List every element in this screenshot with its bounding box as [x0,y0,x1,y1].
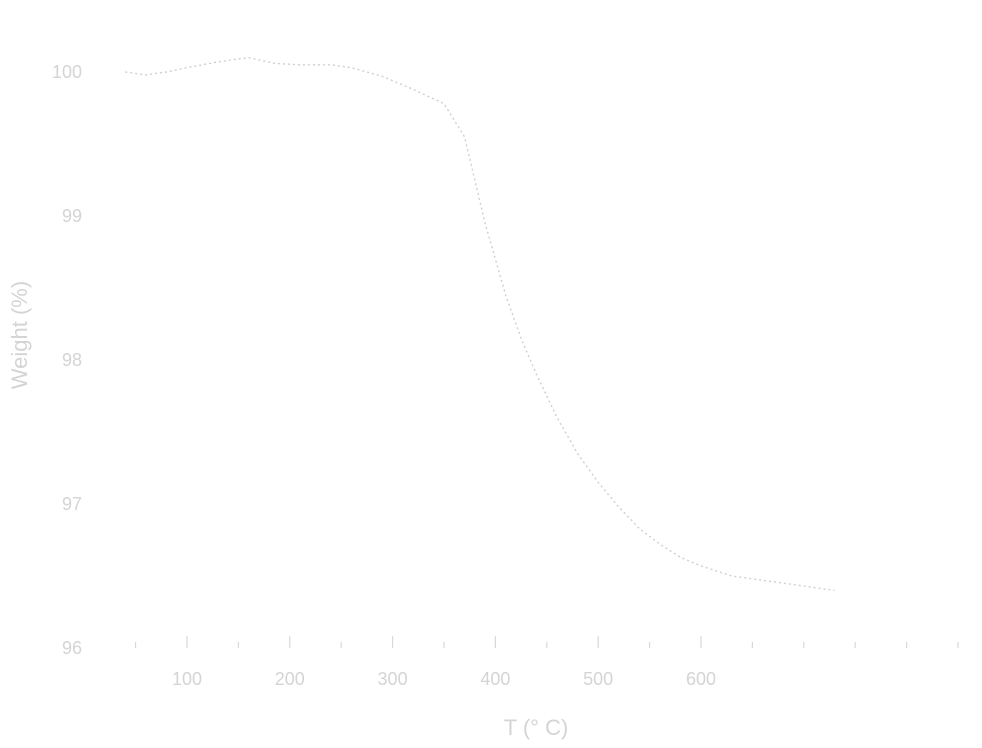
x-tick-label: 600 [686,669,716,689]
x-tick-label: 400 [480,669,510,689]
y-tick-label: 99 [62,206,82,226]
x-tick-label: 200 [275,669,305,689]
x-tick-label: 500 [583,669,613,689]
y-axis-ticks: 96 97 98 99 100 [52,62,82,658]
x-axis-minor-ticks [134,642,959,648]
x-axis-ticks: 100 200 300 400 500 600 [172,636,716,689]
y-tick-label: 98 [62,350,82,370]
x-tick-label: 100 [172,669,202,689]
x-tick-label: 300 [378,669,408,689]
weight-curve [125,56,835,592]
y-tick-label: 96 [62,638,82,658]
y-tick-label: 97 [62,494,82,514]
x-axis-label: T (° C) [504,715,569,740]
y-tick-label: 100 [52,62,82,82]
y-axis-label: Weight (%) [7,281,32,389]
